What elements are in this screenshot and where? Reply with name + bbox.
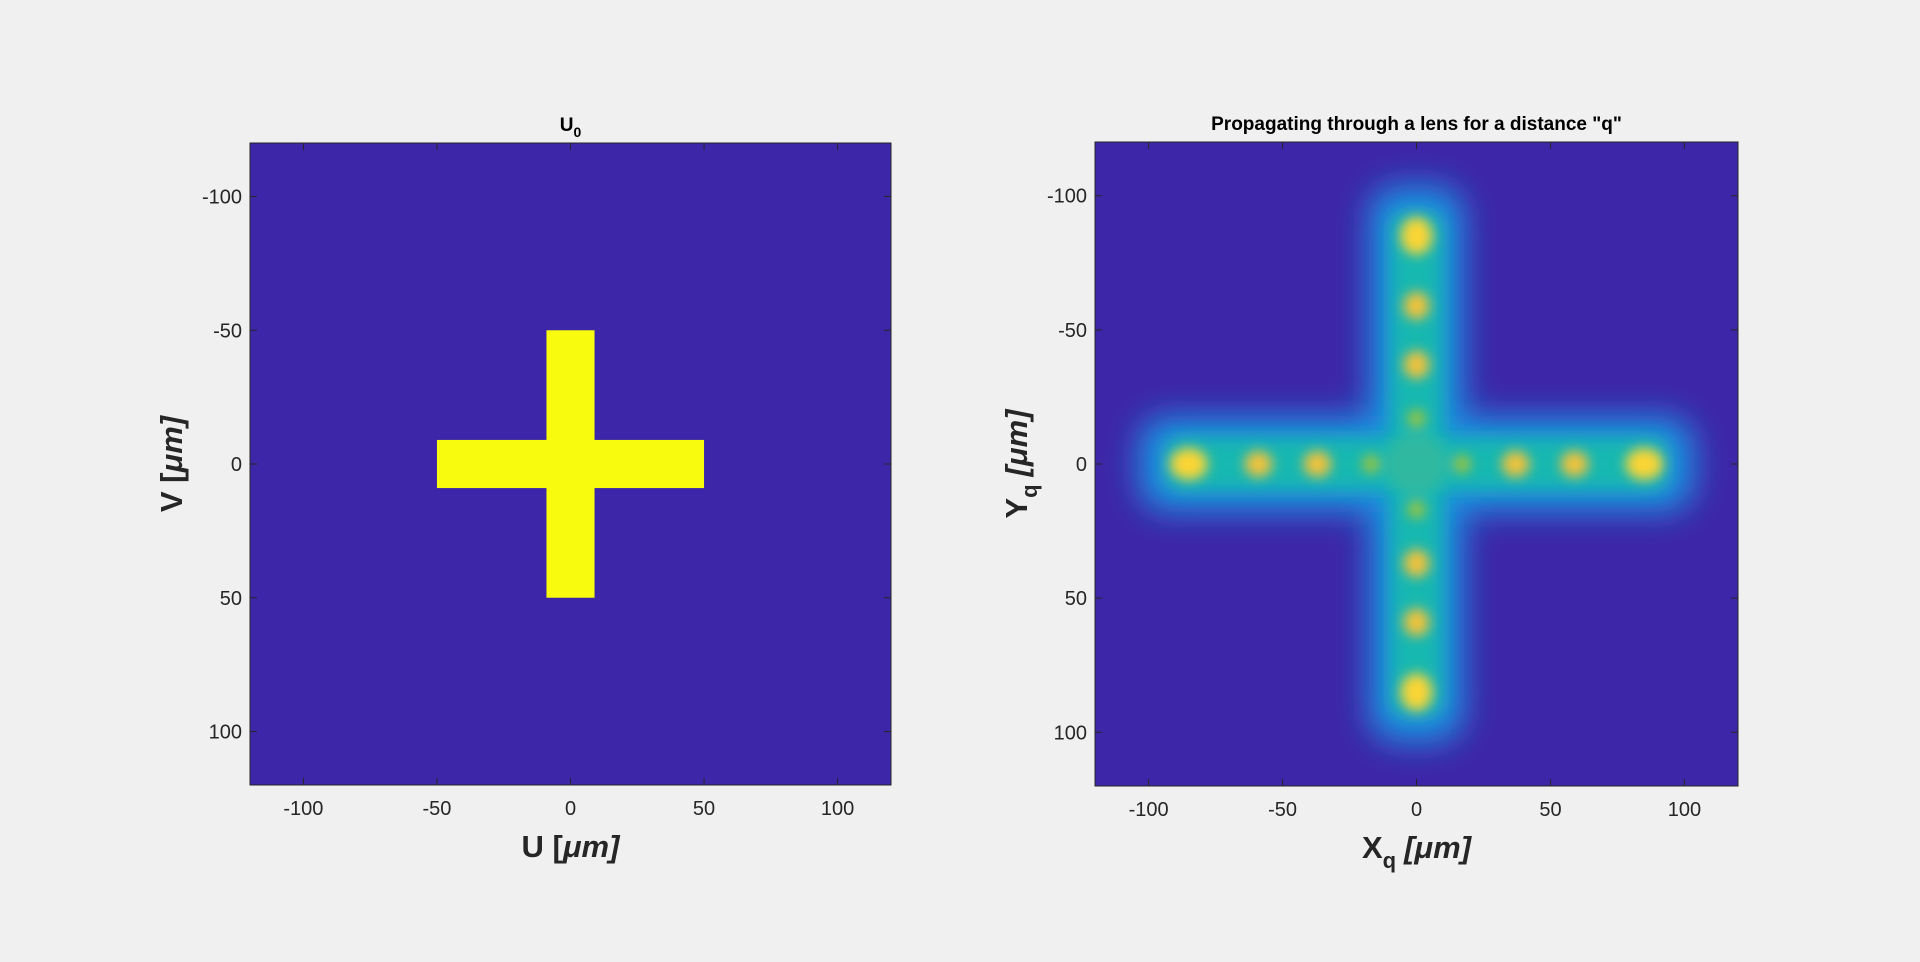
peak-vertical: [1400, 673, 1433, 712]
x-axis-label-right: Xq [μm]: [1362, 830, 1473, 873]
y-tick-label: 50: [220, 588, 242, 610]
peak-vertical: [1407, 409, 1426, 428]
xlabel-subscript: q: [1383, 848, 1396, 873]
peak-horizontal: [1169, 448, 1208, 480]
y-tick-label: -100: [202, 187, 242, 209]
x-tick-label: 50: [693, 798, 715, 820]
peak-vertical: [1403, 608, 1430, 637]
x-tick-label: -50: [423, 798, 452, 820]
x-tick-label: -50: [1268, 799, 1297, 821]
title-subscript: 0: [573, 124, 581, 140]
y-tick-label: 100: [209, 722, 242, 744]
x-tick-label: 0: [1411, 799, 1422, 821]
ticks-right: -100 -50 0 50 100 -100 -50 0 50 100: [1047, 142, 1738, 821]
peak-horizontal: [1560, 451, 1589, 477]
x-tick-label: 0: [565, 798, 576, 820]
peak-vertical: [1400, 216, 1433, 255]
peak-horizontal: [1303, 451, 1332, 477]
y-tick-label: 100: [1054, 722, 1087, 744]
x-tick-label: 100: [1668, 799, 1701, 821]
peak-horizontal: [1361, 455, 1380, 473]
peak-vertical: [1403, 350, 1430, 379]
peak-vertical: [1407, 500, 1426, 519]
y-tick-label: 0: [231, 454, 242, 476]
intensity-peaks: [1169, 216, 1664, 712]
y-tick-label: 0: [1076, 454, 1087, 476]
peak-horizontal: [1501, 451, 1530, 477]
x-tick-label: 100: [821, 798, 854, 820]
center-region: [1386, 434, 1447, 494]
chart-title-left: U0: [560, 115, 582, 140]
ticks-left: -100 -50 0 50 100 -100 -50 0 50 100: [202, 143, 891, 820]
cross-horizontal-bar: [436, 439, 705, 489]
peak-vertical: [1403, 549, 1430, 578]
x-tick-label: -100: [283, 798, 323, 820]
peak-horizontal: [1625, 448, 1664, 480]
y-tick-label: -100: [1047, 186, 1087, 208]
intensity-pattern: [1137, 184, 1696, 744]
x-axis-label-left: U [μm]: [522, 829, 622, 864]
ylabel-subscript: q: [1017, 484, 1042, 497]
peak-horizontal: [1453, 455, 1472, 473]
x-tick-label: -100: [1129, 799, 1169, 821]
axes-input-field: U0 -100 -50 0 50 100 -100 -50 0 50 100 U [μm] V […: [154, 115, 892, 864]
x-tick-label: 50: [1539, 799, 1561, 821]
peak-vertical: [1403, 291, 1430, 320]
y-tick-label: -50: [1058, 320, 1087, 342]
axes-propagated-field: Propagating through a lens for a distanc…: [999, 114, 1739, 873]
peak-horizontal: [1244, 451, 1273, 477]
chart-title-right: Propagating through a lens for a distanc…: [1211, 114, 1622, 135]
y-axis-label-right: Yq[μm]: [999, 408, 1042, 519]
y-tick-label: -50: [213, 320, 242, 342]
y-tick-label: 50: [1065, 588, 1087, 610]
y-axis-label-left: V [μm]: [154, 414, 189, 512]
